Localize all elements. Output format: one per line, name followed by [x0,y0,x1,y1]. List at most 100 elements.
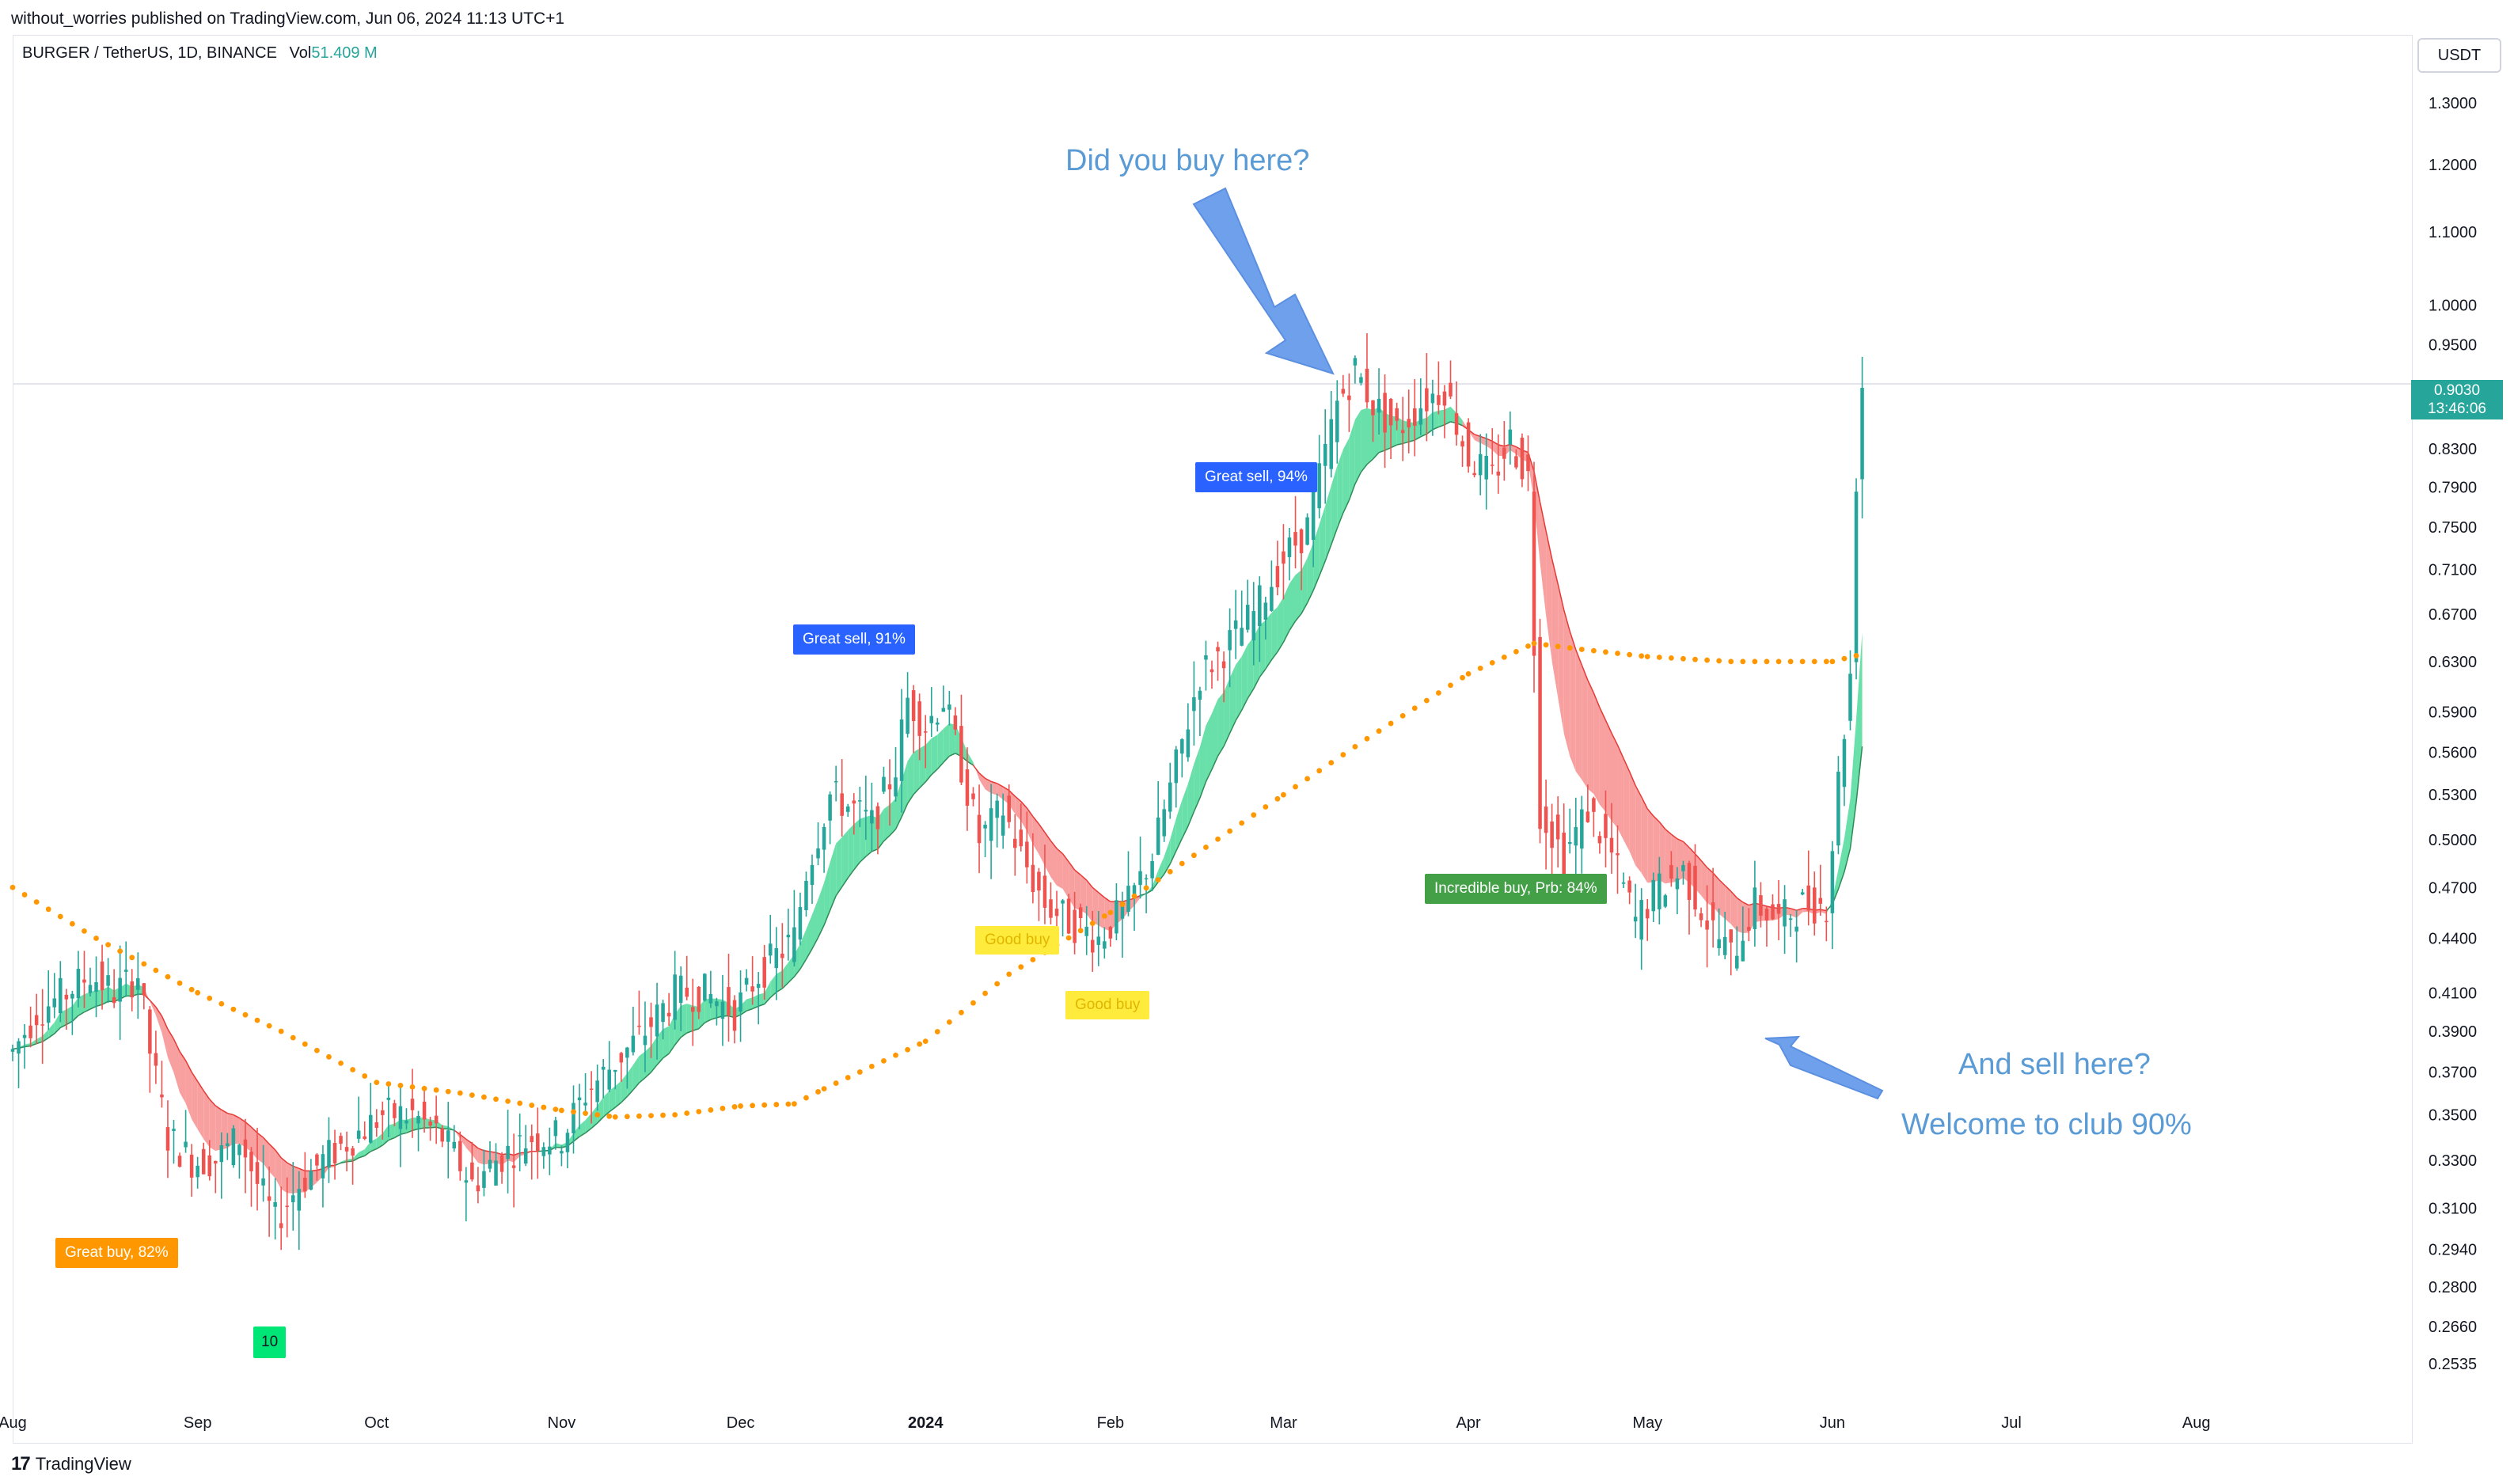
candle-body [1747,927,1751,931]
y-tick-label: 0.2535 [2429,1356,2477,1373]
ema-ribbon-segment [1647,808,1654,883]
ema-slow-line [155,1006,163,1017]
ema-slow-line [1211,755,1219,770]
ema-ribbon-segment [1277,597,1284,652]
ema-slow-line [686,1030,693,1034]
ema-ribbon-segment [1426,412,1433,435]
ema-ribbon-segment [1236,656,1242,721]
candle-body [1377,398,1381,413]
ema-slow-line [740,1010,747,1015]
ma200-dot [207,995,213,1001]
candle-body [607,1069,611,1090]
volume-label: Vol [289,44,312,62]
annotation-sell-here: And sell here? [1958,1048,2151,1081]
y-tick-label: 0.7100 [2429,561,2477,579]
candle-body [780,953,784,958]
ema-slow-line [847,869,855,879]
candle-body [1216,647,1220,651]
ma200-dot [165,974,171,980]
ema-ribbon-segment [1725,885,1731,924]
ema-slow-line [298,1167,306,1172]
ema-slow-line [1420,433,1427,438]
ema-slow-line [1665,829,1672,835]
candle-body [267,1196,272,1201]
ma200-dot [1555,643,1561,650]
ema-ribbon-segment [1474,434,1481,443]
candle-body [1645,909,1650,919]
ema-slow-line [221,1109,228,1114]
ma200-dot [93,936,99,941]
ema-slow-line [1080,874,1088,881]
ema-ribbon-segment [1265,613,1272,670]
candle-body [1585,811,1590,822]
ema-ribbon-segment [382,1125,389,1146]
candle-body [548,1146,552,1155]
ema-ribbon-segment [644,1046,651,1078]
ema-slow-line [215,1105,222,1110]
candle-body [1514,456,1518,468]
ema-ribbon-segment [1206,713,1212,782]
ma200-dot [1030,957,1036,962]
y-tick-label: 0.3300 [2429,1152,2477,1170]
ma200-dot [1411,705,1418,712]
ema-ribbon-segment [263,1137,270,1172]
ema-slow-line [1205,769,1213,782]
ema-slow-line [769,992,777,998]
candle-body [1722,936,1727,955]
ema-ribbon-segment [895,780,902,829]
ema-ribbon-segment [269,1144,275,1178]
ema-slow-line [1265,659,1272,670]
ema-ribbon-segment [1199,725,1206,799]
y-tick-label: 0.5300 [2429,787,2477,804]
candle-body [1621,882,1626,884]
candle-body [1353,358,1358,366]
y-tick-label: 0.9500 [2429,337,2477,355]
ema-slow-line [1324,545,1332,562]
candle-body [1771,904,1775,920]
tradingview-logo[interactable]: 17 TradingView [11,1453,131,1475]
candle-body [440,1128,444,1142]
candle-body [196,1165,199,1178]
ema-ribbon-segment [746,997,753,1011]
candle-body [1174,749,1179,784]
symbol-legend[interactable]: BURGER / TetherUS, 1D, BINANCE Vol51.409… [22,44,378,63]
ma200-dot [254,1017,260,1023]
ma200-dot [1340,752,1346,757]
candle-body [834,780,838,783]
ema-slow-line [1235,709,1243,721]
ema-slow-line [901,803,909,818]
ma200-dot [21,892,28,898]
signal-great-sell-91: Great sell, 91% [793,624,915,655]
candle-body [899,719,904,781]
ma200-dot [397,1083,404,1088]
candle-body [1001,815,1005,836]
candle-body [160,1094,164,1098]
candle-body [678,975,683,1004]
candle-body [1627,880,1631,893]
candle-body [906,697,910,734]
ma200-dot [1841,655,1848,662]
currency-selector[interactable]: USDT [2417,38,2501,73]
ema-slow-line [817,924,825,938]
ema-slow-line [1312,575,1320,591]
ema-slow-line [913,788,921,795]
candle-body [1221,661,1226,669]
candle-body [123,970,128,972]
ema-ribbon-segment [615,1080,621,1108]
ema-slow-line [614,1102,622,1108]
ma200-dot [1489,659,1495,666]
candle-body [356,1130,361,1139]
ma200-dot [1089,920,1096,927]
ma200-dot [905,1046,910,1053]
ema-ribbon-segment [1271,606,1278,660]
candle-body [1490,465,1494,466]
ema-ribbon-segment [1742,901,1749,934]
ema-slow-line [1199,781,1207,799]
candle-body [601,1066,606,1070]
candle-body [1025,841,1029,867]
ema-slow-line [698,1022,705,1030]
ema-slow-line [680,1032,688,1038]
candle-body [1078,907,1083,918]
ema-ribbon-segment [1080,875,1087,914]
